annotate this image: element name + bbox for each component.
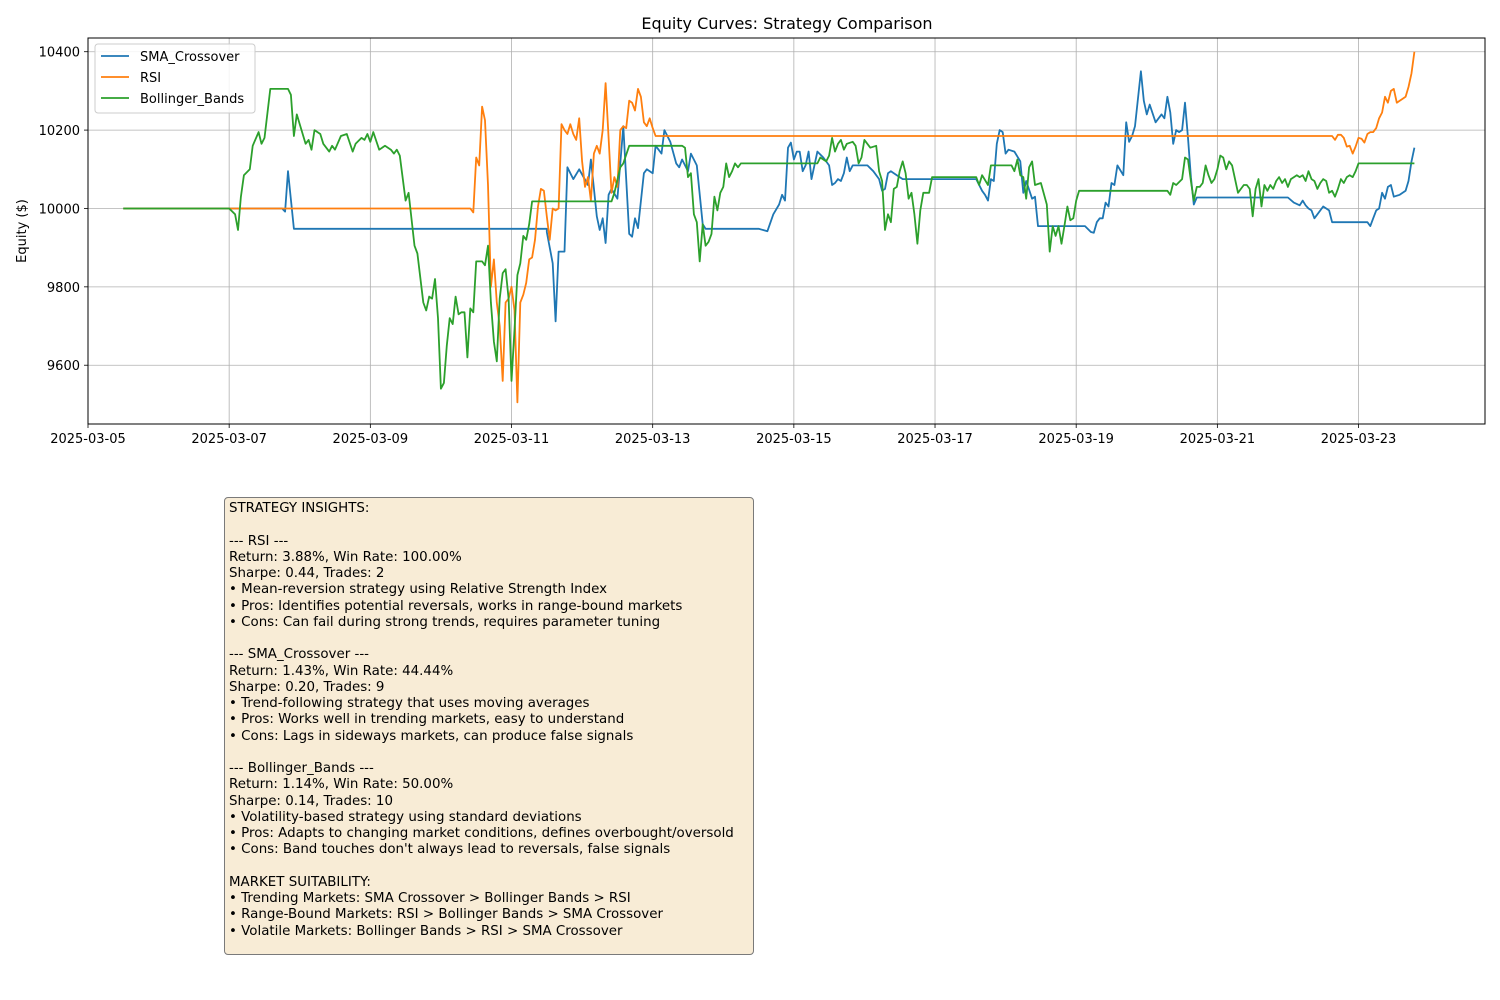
insight-line: Sharpe: 0.20, Trades: 9 [229,679,385,695]
insight-line [229,517,749,533]
insight-line: • Pros: Adapts to changing market condit… [229,826,734,841]
legend-frame [94,43,256,114]
insight-line: Sharpe: 0.44, Trades: 2 [229,566,385,581]
x-tick-label: 2025-03-07 [191,432,267,447]
insight-line: • Pros: Works well in trending markets, … [229,712,625,728]
chart-title: Equity Curves: Strategy Comparison [641,14,932,33]
insight-line [229,745,749,761]
x-tick-label: 2025-03-13 [615,432,691,447]
insight-line: • Volatile Markets: Bollinger Bands > RS… [229,923,623,939]
insight-line: MARKET SUITABILITY: [229,874,371,890]
series-line-bollinger-bands [123,88,1415,390]
insight-line: • Volatility-based strategy using standa… [229,809,582,825]
insight-line: Return: 1.14%, Win Rate: 50.00% [229,777,454,793]
insight-lines: STRATEGY INSIGHTS: --- RSI --- Return: 3.8… [229,501,749,940]
x-tick-label: 2025-03-09 [333,432,409,447]
y-tick-label: 9600 [47,359,80,374]
legend-label: Bollinger_Bands [140,92,244,107]
insight-line: • Trending Markets: SMA Crossover > Boll… [229,891,631,906]
x-tick-label: 2025-03-11 [474,432,550,447]
x-tick-label: 2025-03-05 [50,432,126,447]
equity-chart: Equity Curves: Strategy Comparison 2025-… [15,14,1486,447]
x-tick-label: 2025-03-17 [897,432,973,447]
plot-frame [87,37,1486,425]
y-tick-label: 9800 [47,281,80,296]
insight-line: • Cons: Band touches don't always lead t… [229,842,671,858]
series-lines [123,51,1416,404]
insight-line [229,631,749,647]
insight-line: • Mean-reversion strategy using Relative… [229,582,608,598]
x-tick-label: 2025-03-19 [1038,432,1114,447]
strategy-insights-box: STRATEGY INSIGHTS: --- RSI --- Return: 3.8… [224,497,754,955]
legend-label: SMA_Crossover [140,50,240,65]
axis-ticks: 2025-03-05 2025-03-07 2025-03-09 2025-03-11… [39,46,1397,447]
y-axis-label: Equity ($) [15,199,30,263]
x-tick-label: 2025-03-23 [1321,432,1397,447]
insight-line: --- RSI --- [229,533,289,549]
y-tick-label: 10400 [39,46,80,61]
insight-line: • Cons: Can fail during strong trends, r… [229,614,661,630]
insight-line: Sharpe: 0.14, Trades: 10 [229,793,393,809]
insight-line: • Pros: Identifies potential reversals, … [229,598,683,614]
grid-lines [87,38,1485,424]
insight-line: • Range-Bound Markets: RSI > Bollinger B… [229,907,663,923]
y-tick-label: 10200 [39,124,80,139]
x-tick-label: 2025-03-21 [1180,432,1256,447]
series-line-rsi [123,51,1416,404]
y-tick-label: 10000 [39,202,80,217]
x-tick-label: 2025-03-15 [756,432,832,447]
insight-line: STRATEGY INSIGHTS: [229,501,370,516]
insight-line: --- Bollinger_Bands --- [229,761,374,776]
series-line-sma-crossover [123,70,1416,323]
chart-legend: SMA_Crossover RSI Bollinger_Bands [94,43,256,114]
insight-line: Return: 3.88%, Win Rate: 100.00% [229,549,462,565]
insight-line [229,859,749,875]
insight-line: --- SMA_Crossover --- [229,647,369,663]
insight-line: Return: 1.43%, Win Rate: 44.44% [229,663,454,679]
insight-line: • Trend-following strategy that uses mov… [229,696,590,711]
insight-line: • Cons: Lags in sideways markets, can pr… [229,728,634,744]
legend-label: RSI [140,71,161,86]
